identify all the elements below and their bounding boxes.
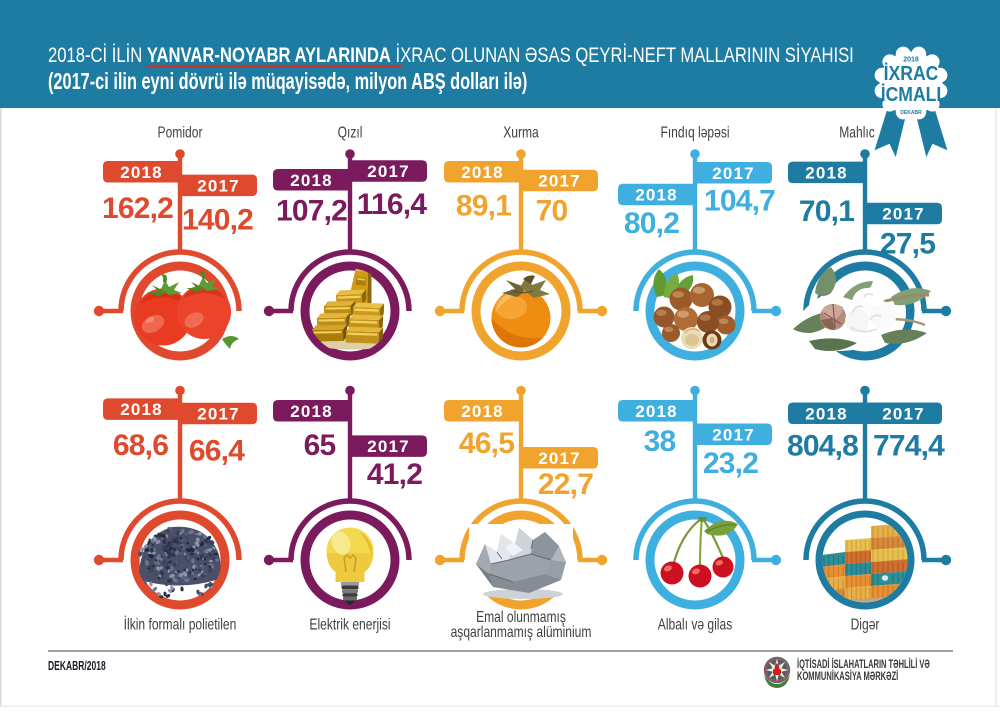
svg-text:65: 65 — [304, 429, 336, 462]
svg-text:Elektrik enerjisi: Elektrik enerjisi — [309, 615, 390, 633]
svg-text:2017: 2017 — [538, 172, 581, 191]
svg-text:89,1: 89,1 — [456, 190, 511, 223]
svg-text:774,4: 774,4 — [873, 430, 945, 463]
svg-text:DEKABR: DEKABR — [900, 110, 922, 116]
svg-text:2017: 2017 — [367, 162, 410, 181]
svg-text:66,4: 66,4 — [189, 435, 245, 468]
svg-text:140,2: 140,2 — [182, 204, 253, 237]
svg-text:38: 38 — [644, 425, 676, 458]
svg-text:Qızıl: Qızıl — [338, 123, 363, 141]
svg-text:İCMALI: İCMALI — [881, 83, 942, 105]
svg-text:70: 70 — [536, 195, 568, 228]
svg-text:46,5: 46,5 — [459, 427, 514, 460]
svg-text:107,2: 107,2 — [276, 195, 347, 228]
svg-text:2017: 2017 — [367, 437, 410, 456]
svg-text:104,7: 104,7 — [704, 185, 775, 218]
svg-text:(2017-ci ilin eyni dövrü ilə m: (2017-ci ilin eyni dövrü ilə müqayisədə,… — [48, 69, 527, 94]
svg-text:23,2: 23,2 — [703, 447, 758, 480]
svg-text:27,5: 27,5 — [880, 228, 935, 261]
svg-text:İQTİSADİ İSLAHATLARIN TƏHLİLİ: İQTİSADİ İSLAHATLARIN TƏHLİLİ VƏ — [797, 659, 930, 672]
svg-text:İlkin formalı polietilen: İlkin formalı polietilen — [124, 614, 237, 633]
svg-text:2018: 2018 — [290, 402, 333, 421]
svg-text:162,2: 162,2 — [102, 192, 173, 225]
svg-text:2017: 2017 — [197, 176, 240, 195]
svg-text:2017: 2017 — [882, 205, 925, 224]
svg-text:2018: 2018 — [635, 402, 678, 421]
svg-text:70,1: 70,1 — [799, 195, 854, 228]
svg-text:2018: 2018 — [635, 186, 678, 205]
svg-text:22,7: 22,7 — [538, 468, 593, 501]
svg-text:2017: 2017 — [712, 425, 755, 444]
svg-text:80,2: 80,2 — [624, 207, 679, 240]
svg-text:Mahlıc: Mahlıc — [839, 123, 875, 141]
svg-text:2018: 2018 — [120, 163, 163, 182]
svg-text:804,8: 804,8 — [787, 430, 858, 463]
svg-text:2018: 2018 — [120, 400, 163, 419]
svg-text:2018: 2018 — [290, 171, 333, 190]
svg-text:41,2: 41,2 — [367, 458, 422, 491]
svg-text:2017: 2017 — [712, 164, 755, 183]
svg-text:2017: 2017 — [538, 449, 581, 468]
svg-text:Digər: Digər — [851, 615, 880, 633]
svg-text:Pomidor: Pomidor — [158, 123, 203, 141]
svg-text:Emal olunmamış: Emal olunmamış — [476, 608, 566, 626]
svg-text:2018: 2018 — [461, 163, 504, 182]
svg-text:2018: 2018 — [805, 163, 848, 182]
svg-text:2017: 2017 — [882, 404, 925, 423]
svg-text:Xurma: Xurma — [503, 123, 539, 141]
svg-text:aşqarlanmamış alüminium: aşqarlanmamış alüminium — [451, 623, 592, 641]
svg-text:2017: 2017 — [197, 405, 240, 424]
svg-text:2018: 2018 — [805, 404, 848, 423]
svg-text:68,6: 68,6 — [113, 429, 168, 462]
svg-text:KOMMUNİKASİYA MƏRKƏZİ: KOMMUNİKASİYA MƏRKƏZİ — [797, 671, 899, 684]
svg-text:2018: 2018 — [461, 402, 504, 421]
svg-text:116,4: 116,4 — [357, 188, 428, 221]
svg-text:2018-Cİ İLİN YANVAR-NOYABR AYL: 2018-Cİ İLİN YANVAR-NOYABR AYLARINDA İXR… — [48, 44, 854, 67]
svg-text:DEKABR/2018: DEKABR/2018 — [48, 659, 106, 673]
svg-text:Fındıq ləpəsi: Fındıq ləpəsi — [660, 123, 729, 141]
svg-text:Albalı və gilas: Albalı və gilas — [658, 615, 733, 633]
svg-text:2018: 2018 — [903, 57, 919, 64]
svg-text:İXRAC: İXRAC — [884, 62, 939, 84]
